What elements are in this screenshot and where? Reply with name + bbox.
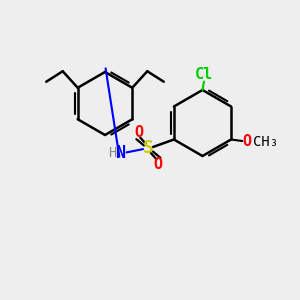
Text: Cl: Cl: [195, 67, 213, 82]
Text: O: O: [154, 157, 163, 172]
Text: O: O: [134, 125, 143, 140]
Text: S: S: [143, 140, 154, 158]
Text: N: N: [116, 144, 125, 162]
Text: CH₃: CH₃: [253, 135, 278, 149]
Text: H: H: [108, 146, 116, 160]
Text: O: O: [242, 134, 252, 149]
